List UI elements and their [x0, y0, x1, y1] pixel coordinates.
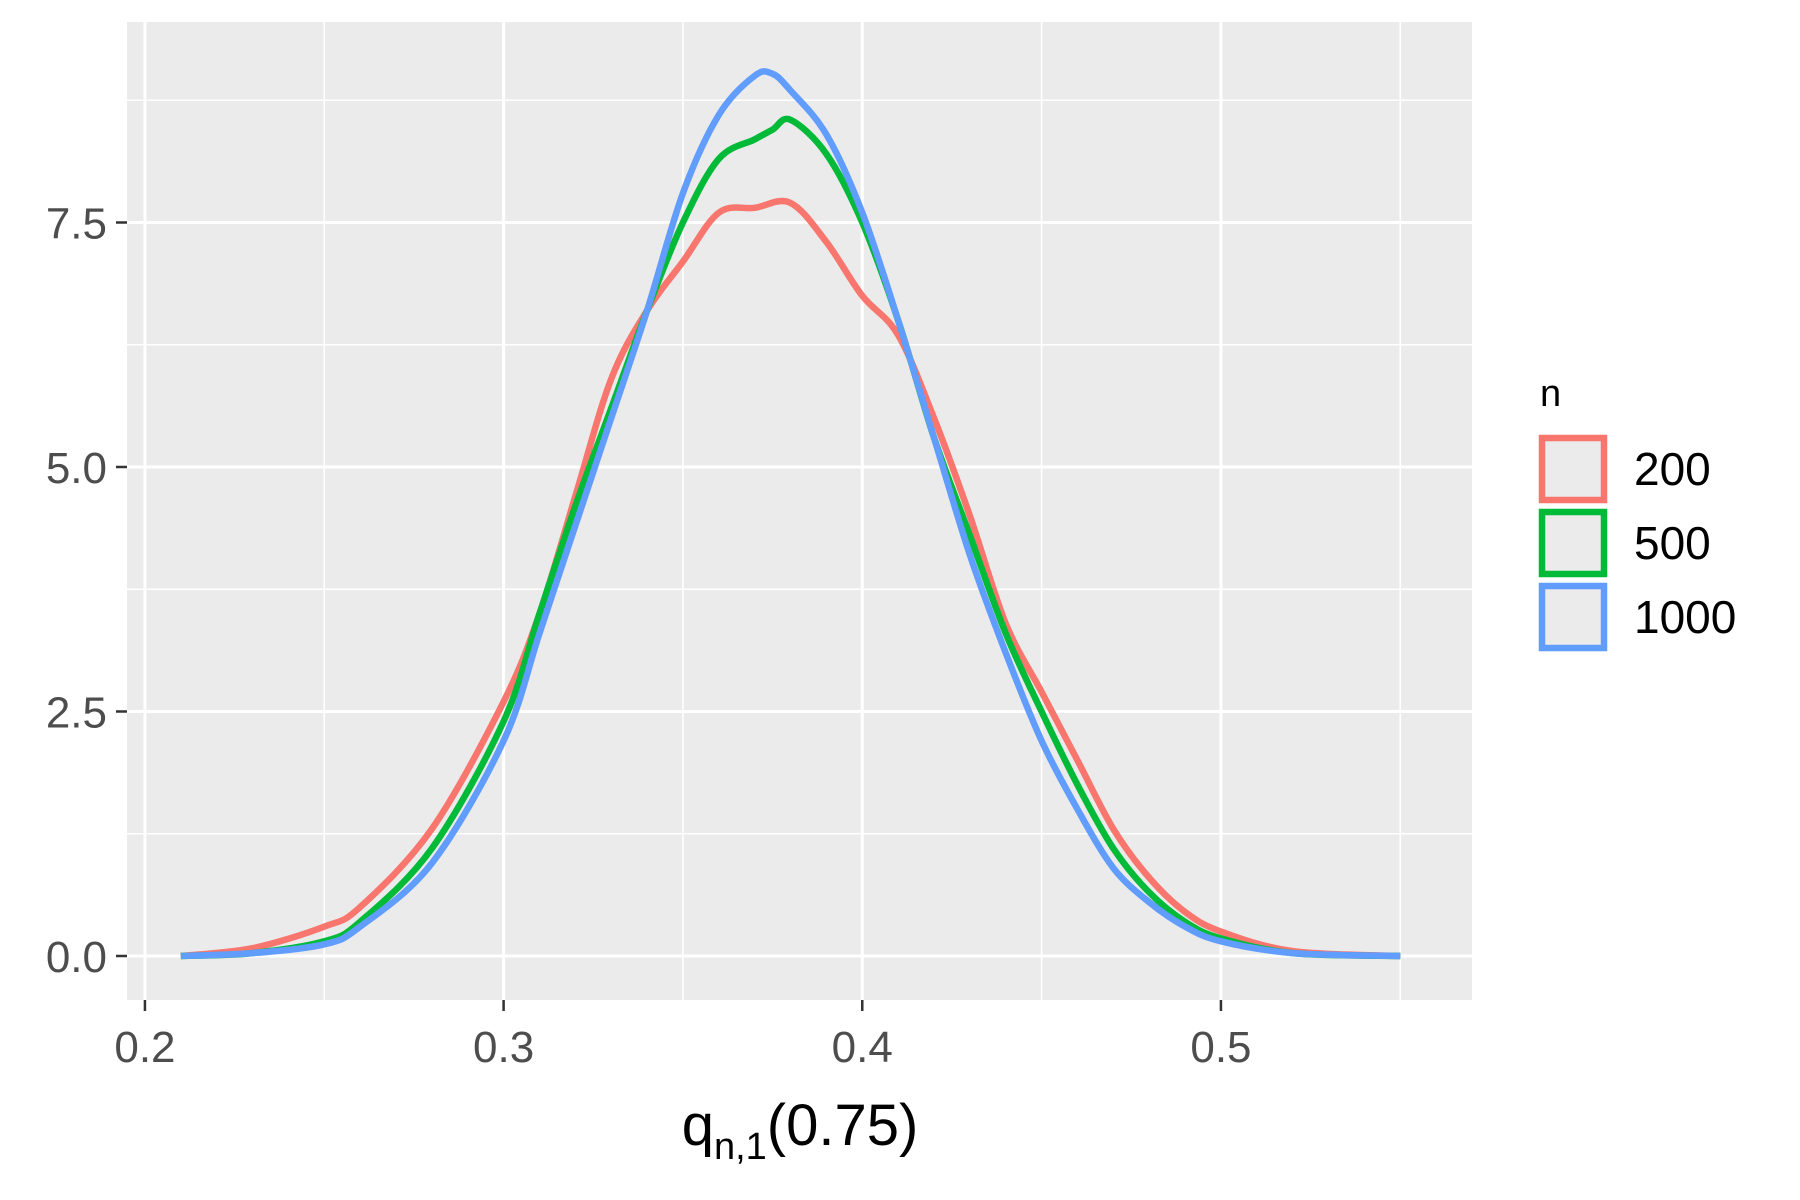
legend-label-1000: 1000 — [1634, 591, 1736, 643]
y-tick-label: 0.0 — [46, 933, 107, 982]
x-axis-title: qn,1(0.75) — [682, 1093, 919, 1168]
x-tick-label: 0.5 — [1190, 1023, 1251, 1072]
x-tick-label: 0.3 — [473, 1023, 534, 1072]
major-gridlines — [127, 22, 1472, 1000]
legend-items: 200 500 1000 — [1538, 434, 1736, 652]
y-tick-label: 7.5 — [46, 199, 107, 248]
series-line-500 — [180, 115, 1401, 960]
series-line-200 — [180, 197, 1401, 960]
series-lines — [180, 68, 1401, 960]
x-tick-label: 0.2 — [114, 1023, 175, 1072]
y-tick-label: 2.5 — [46, 688, 107, 737]
x-tick-label: 0.4 — [832, 1023, 893, 1072]
x-axis-title-subscript: n,1 — [714, 1126, 767, 1168]
legend-key-1000 — [1538, 582, 1608, 652]
legend-label-500: 500 — [1634, 517, 1711, 569]
legend-title: n — [1540, 373, 1561, 415]
axes: 0.2 0.3 0.4 0.5 0.0 2.5 5.0 7.5 — [46, 199, 1252, 1072]
legend-key-500 — [1538, 508, 1608, 578]
series-line-1000 — [180, 68, 1401, 960]
x-axis-title-base: q — [682, 1093, 714, 1158]
y-tick-label: 5.0 — [46, 444, 107, 493]
panel-background — [127, 22, 1472, 1000]
x-axis-title-suffix: (0.75) — [767, 1093, 919, 1158]
legend-key-200 — [1538, 434, 1608, 504]
legend: n 200 500 1000 — [1538, 373, 1736, 652]
legend-label-200: 200 — [1634, 443, 1711, 495]
